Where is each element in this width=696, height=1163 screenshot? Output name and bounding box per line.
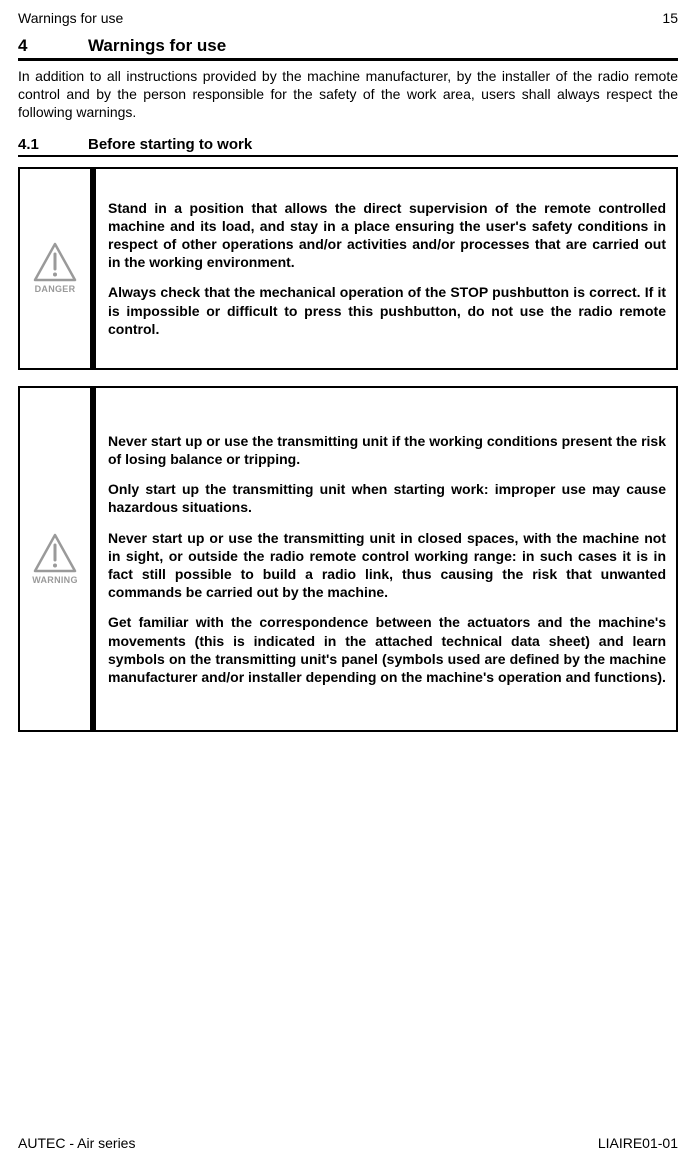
- warning-paragraph: Only start up the transmitting unit when…: [108, 480, 666, 516]
- warning-paragraph: Get familiar with the correspondence bet…: [108, 613, 666, 686]
- footer-left: AUTEC - Air series: [18, 1135, 135, 1151]
- header-page-number: 15: [662, 10, 678, 26]
- danger-paragraph: Always check that the mechanical operati…: [108, 283, 666, 338]
- section-title: Warnings for use: [88, 36, 226, 56]
- danger-label: DANGER: [35, 284, 76, 294]
- danger-icon-cell: DANGER: [20, 169, 96, 368]
- page-header: Warnings for use 15: [18, 10, 678, 26]
- subsection-title: Before starting to work: [88, 136, 252, 153]
- danger-box: DANGER Stand in a position that allows t…: [18, 167, 678, 370]
- header-left: Warnings for use: [18, 10, 123, 26]
- warning-triangle-icon: [33, 533, 77, 573]
- subsection-heading: 4.1 Before starting to work: [18, 136, 678, 157]
- danger-text: Stand in a position that allows the dire…: [96, 169, 676, 368]
- section-number: 4: [18, 36, 88, 56]
- section-intro: In addition to all instructions provided…: [18, 67, 678, 122]
- warning-paragraph: Never start up or use the transmitting u…: [108, 432, 666, 468]
- warning-icon-cell: WARNING: [20, 388, 96, 730]
- warning-text: Never start up or use the transmitting u…: [96, 388, 676, 730]
- danger-triangle-icon: [33, 242, 77, 282]
- warning-paragraph: Never start up or use the transmitting u…: [108, 529, 666, 602]
- warning-label: WARNING: [32, 575, 78, 585]
- page-footer: AUTEC - Air series LIAIRE01-01: [18, 1135, 678, 1151]
- spacer: [18, 748, 678, 1127]
- page: Warnings for use 15 4 Warnings for use I…: [0, 0, 696, 1163]
- danger-paragraph: Stand in a position that allows the dire…: [108, 199, 666, 272]
- footer-right: LIAIRE01-01: [598, 1135, 678, 1151]
- section-heading: 4 Warnings for use: [18, 36, 678, 61]
- warning-box: WARNING Never start up or use the transm…: [18, 386, 678, 732]
- subsection-number: 4.1: [18, 136, 88, 153]
